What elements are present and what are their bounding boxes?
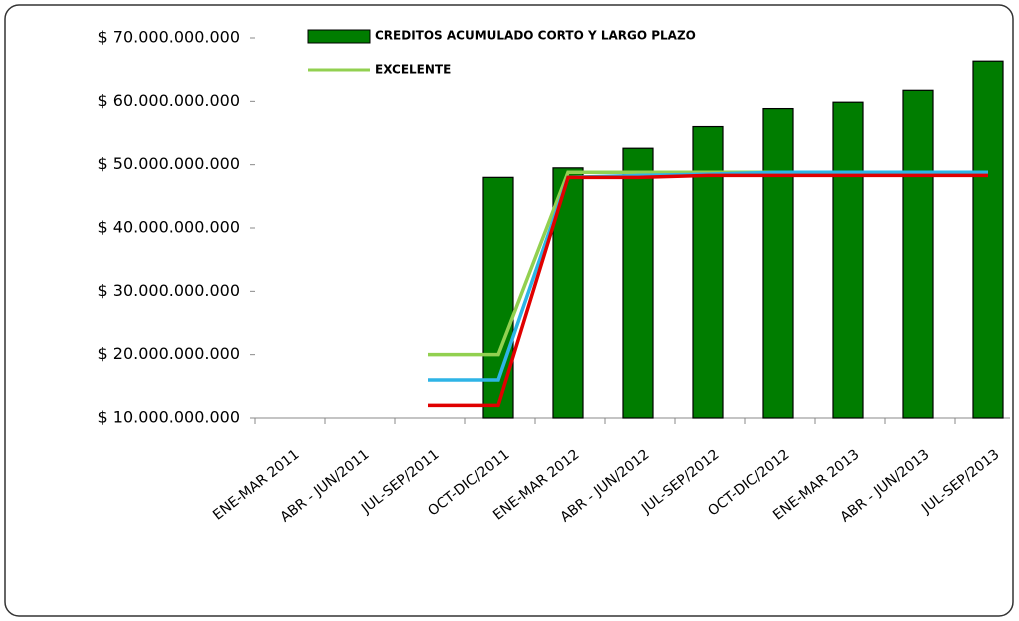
bar <box>902 89 934 419</box>
bar <box>552 167 584 419</box>
y-tick-label: $ 30.000.000.000 <box>98 281 241 300</box>
bar <box>762 107 794 419</box>
bar <box>692 125 724 419</box>
bar <box>482 176 514 419</box>
y-tick-label: $ 10.000.000.000 <box>98 408 241 427</box>
bar <box>832 101 864 419</box>
bar <box>622 147 654 419</box>
y-tick-label: $ 40.000.000.000 <box>98 218 241 237</box>
y-tick-label: $ 50.000.000.000 <box>98 154 241 173</box>
y-tick-label: $ 60.000.000.000 <box>98 91 241 110</box>
bar <box>972 60 1004 419</box>
legend-label: CREDITOS ACUMULADO CORTO Y LARGO PLAZO <box>375 29 696 43</box>
legend-swatch <box>307 29 371 44</box>
y-tick-label: $ 20.000.000.000 <box>98 344 241 363</box>
line <box>428 173 988 408</box>
y-tick-label: $ 70.000.000.000 <box>98 28 241 47</box>
legend-label: EXCELENTE <box>375 63 451 77</box>
